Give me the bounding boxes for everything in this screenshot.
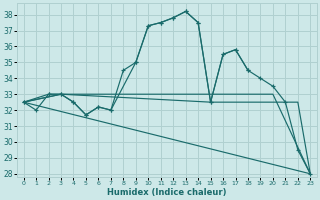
X-axis label: Humidex (Indice chaleur): Humidex (Indice chaleur) (107, 188, 227, 197)
